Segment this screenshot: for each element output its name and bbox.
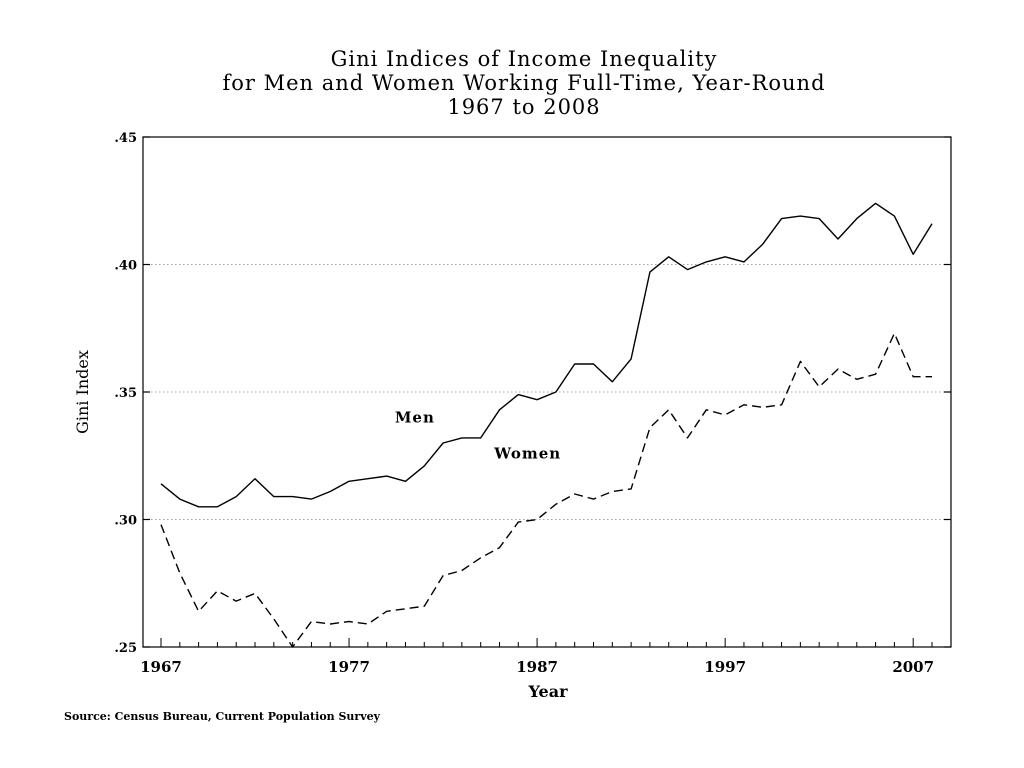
y-tick-label-0: .25	[114, 641, 137, 656]
x-axis-label: Year	[527, 682, 568, 701]
y-axis-ticks: .25 .30 .35 .40 .45	[114, 131, 951, 656]
x-tick-label-4: 2007	[892, 658, 934, 676]
y-tick-label-2: .35	[114, 386, 137, 401]
x-tick-label-0: 1967	[140, 658, 182, 676]
series-labels: Men Women	[395, 409, 561, 463]
x-tick-label-3: 1997	[704, 658, 746, 676]
source-note: Source: Census Bureau, Current Populatio…	[64, 710, 381, 723]
x-axis-ticks: 1967 1977 1987 1997 2007	[140, 638, 934, 676]
title-line-3: 1967 to 2008	[447, 95, 600, 119]
series-label-women: Women	[493, 444, 561, 462]
x-tick-label-1: 1977	[328, 658, 370, 676]
series-line-women	[160, 332, 932, 648]
grid-lines	[143, 264, 951, 520]
chart-title: Gini Indices of Income Inequality for Me…	[222, 47, 825, 119]
x-tick-label-2: 1987	[516, 658, 558, 676]
y-tick-label-1: .30	[114, 514, 137, 529]
title-line-1: Gini Indices of Income Inequality	[331, 47, 718, 71]
y-tick-label-4: .45	[114, 131, 137, 146]
series-label-men: Men	[395, 409, 435, 427]
y-tick-label-3: .40	[114, 259, 137, 274]
series-line-men	[160, 202, 933, 508]
series-lines	[160, 202, 933, 648]
title-line-2: for Men and Women Working Full-Time, Yea…	[222, 71, 825, 95]
y-axis-label: Gini Index	[73, 350, 92, 434]
